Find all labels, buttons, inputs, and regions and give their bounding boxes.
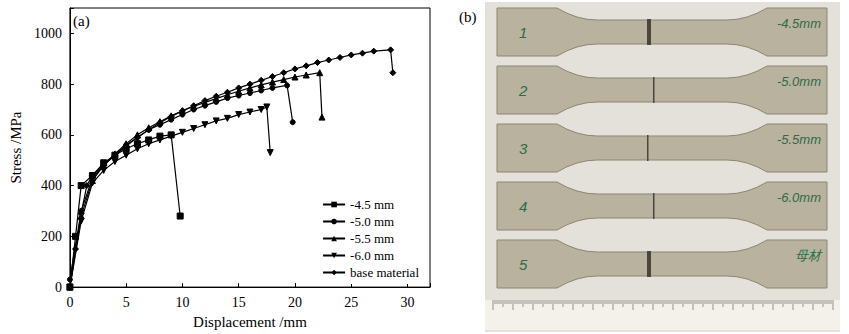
svg-text:(a): (a) [73,13,90,30]
svg-text:30: 30 [400,295,414,310]
svg-text:4: 4 [519,198,527,215]
svg-text:2: 2 [518,82,528,99]
svg-text:400: 400 [41,178,62,193]
svg-text:-5.5mm: -5.5mm [777,132,821,147]
svg-text:800: 800 [41,77,62,92]
svg-text:5: 5 [123,295,130,310]
svg-text:25: 25 [344,295,358,310]
svg-text:Displacement /mm: Displacement /mm [193,314,307,330]
svg-text:Stress /MPa: Stress /MPa [8,111,24,183]
svg-text:-4.5mm: -4.5mm [777,16,821,31]
svg-text:3: 3 [519,140,528,157]
svg-text:-5.5 mm: -5.5 mm [350,231,394,246]
svg-text:20: 20 [288,295,302,310]
svg-text:母材: 母材 [795,248,823,263]
svg-text:0: 0 [66,295,73,310]
svg-text:-5.0mm: -5.0mm [777,74,821,89]
svg-text:base material: base material [350,265,419,280]
svg-text:1: 1 [519,24,527,41]
svg-text:-5.0 mm: -5.0 mm [350,214,394,229]
svg-text:0: 0 [55,280,62,295]
svg-text:5: 5 [519,256,528,273]
svg-text:-6.0mm: -6.0mm [777,190,821,205]
svg-text:(b): (b) [459,9,477,26]
svg-text:1000: 1000 [34,26,62,41]
svg-text:10: 10 [175,295,189,310]
svg-text:600: 600 [41,127,62,142]
svg-text:-6.0 mm: -6.0 mm [350,248,394,263]
svg-text:-4.5 mm: -4.5 mm [350,197,394,212]
svg-text:200: 200 [41,229,62,244]
svg-text:15: 15 [232,295,246,310]
